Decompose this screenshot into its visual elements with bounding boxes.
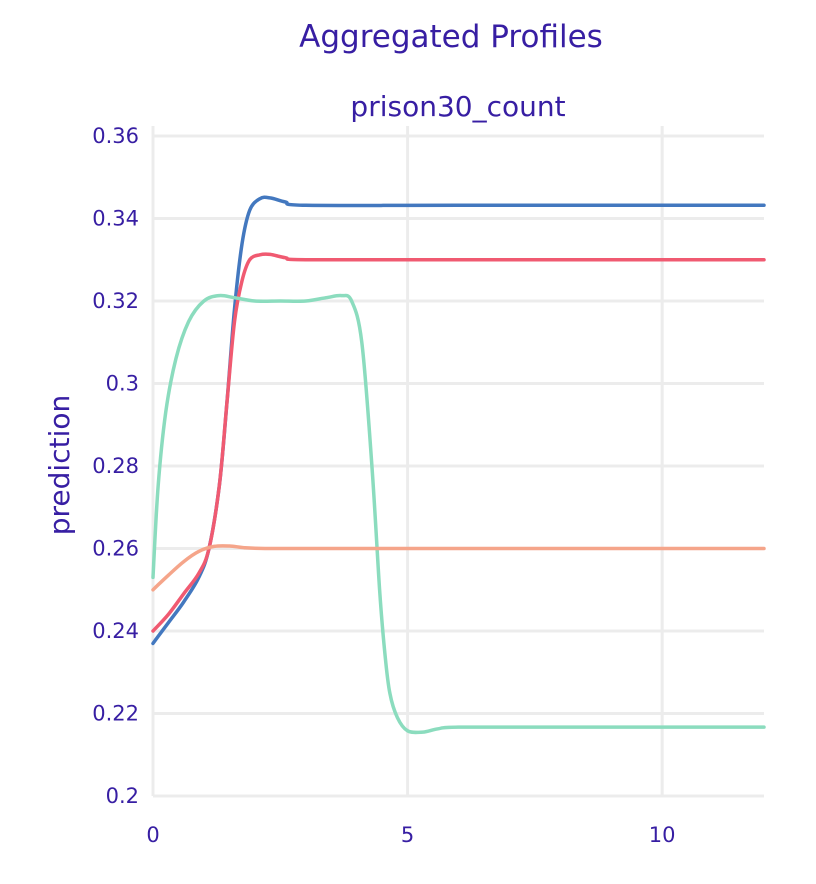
y-tick-label: 0.3 [106,372,139,396]
x-tick-label: 5 [401,823,414,847]
y-tick-labels: 0.2 0.22 0.24 0.26 0.28 0.3 0.32 0.34 0.36 [92,124,139,808]
y-tick-label: 0.34 [92,207,139,231]
y-tick-label: 0.28 [92,454,139,478]
series-line-1 [151,195,766,646]
series-line-4 [151,544,766,592]
series-line-3 [151,293,766,735]
y-tick-label: 0.22 [92,702,139,726]
x-tick-label: 10 [649,823,676,847]
x-tick-labels: 0 5 10 [146,823,675,847]
y-tick-label: 0.2 [106,784,139,808]
y-tick-label: 0.36 [92,124,139,148]
y-tick-label: 0.26 [92,537,139,561]
x-tick-label: 0 [146,823,159,847]
chart-title: Aggregated Profiles [299,19,603,55]
y-tick-label: 0.24 [92,619,139,643]
y-tick-label: 0.32 [92,289,139,313]
series-layer [151,195,766,735]
y-axis-label: prediction [43,395,76,535]
chart-subtitle: prison30_count [350,90,565,123]
x-gridlines [151,126,664,796]
series-line-2 [151,252,766,633]
